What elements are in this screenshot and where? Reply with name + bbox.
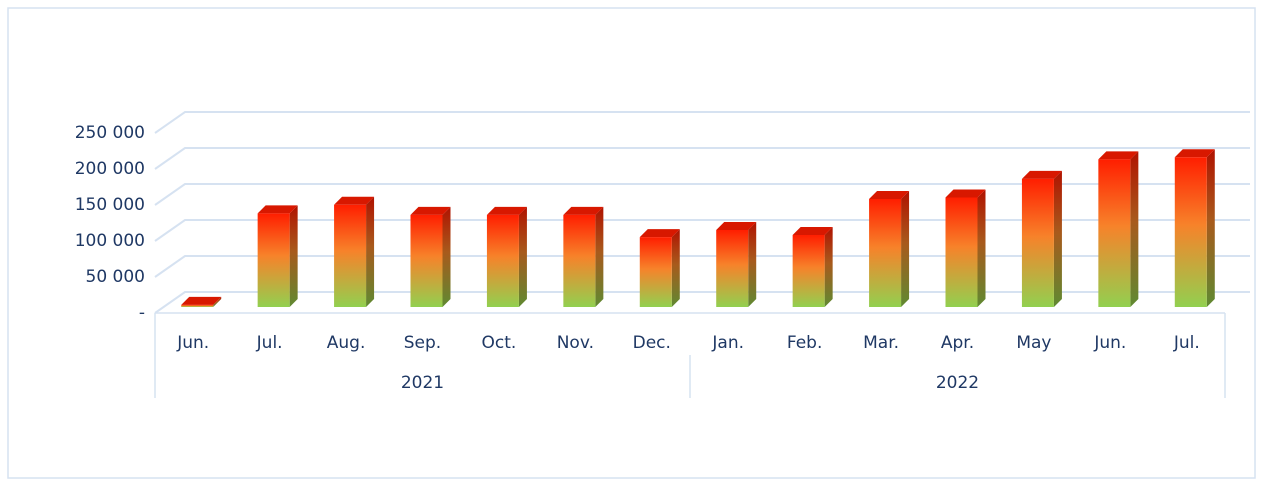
- x-tick-label: Feb.: [787, 333, 823, 353]
- bar-front: [1098, 159, 1131, 307]
- group-label: 2022: [936, 373, 979, 393]
- bar-top: [410, 206, 451, 215]
- bar-front: [410, 214, 443, 307]
- bar-front: [945, 197, 978, 307]
- bar-top: [869, 191, 910, 199]
- grid-line: [154, 255, 1250, 278]
- bar-front: [1174, 157, 1207, 307]
- grid-line: [154, 147, 1250, 170]
- bar-top: [1098, 151, 1139, 160]
- bar-top: [716, 221, 757, 230]
- bar: [257, 205, 298, 307]
- y-tick-label: 100 000: [75, 231, 145, 251]
- grid-line: [154, 183, 1250, 206]
- bar-front: [563, 214, 596, 307]
- bar-front: [1021, 178, 1054, 307]
- bar: [869, 191, 910, 307]
- bar-top: [945, 189, 986, 198]
- x-tick-label: Jul.: [256, 333, 283, 353]
- bar-top: [257, 205, 298, 214]
- bar: [716, 221, 757, 307]
- x-tick-label: Jul.: [1173, 333, 1200, 353]
- bar-side: [289, 205, 298, 307]
- y-tick-label: -: [139, 303, 145, 323]
- bar-front: [334, 204, 367, 307]
- bar-side: [1130, 151, 1139, 307]
- x-tick-label: Oct.: [482, 333, 517, 353]
- grid-line: [154, 219, 1250, 242]
- bar-side: [824, 227, 833, 307]
- x-tick-label: Aug.: [327, 333, 366, 353]
- y-tick-label: 200 000: [75, 159, 145, 179]
- bar-side: [366, 196, 375, 307]
- x-tick-label: Nov.: [557, 333, 594, 353]
- bar-front: [257, 213, 290, 307]
- y-tick-label: 250 000: [75, 123, 145, 143]
- bar-front: [869, 199, 902, 307]
- bar-top: [639, 229, 680, 238]
- bar-front: [486, 214, 519, 307]
- x-tick-label: May: [1016, 333, 1051, 353]
- bar: [1174, 149, 1215, 307]
- bar: [486, 206, 527, 307]
- bar-top: [486, 206, 527, 215]
- x-tick-label: Apr.: [941, 333, 974, 353]
- grid-line: [154, 111, 1250, 134]
- bar-side: [213, 296, 222, 307]
- bar-side: [442, 206, 451, 307]
- bar-side: [518, 206, 527, 307]
- bar: [334, 196, 375, 307]
- bar: [181, 296, 222, 307]
- bar-front: [716, 229, 749, 307]
- bar: [945, 189, 986, 307]
- bar: [639, 229, 680, 307]
- x-tick-label: Jan.: [711, 333, 744, 353]
- x-tick-label: Jun.: [1093, 333, 1126, 353]
- bar-side: [977, 189, 986, 307]
- bar-top: [1021, 170, 1062, 179]
- chart-border: [7, 7, 1256, 479]
- bar-top: [563, 206, 604, 215]
- bar-side: [671, 229, 680, 307]
- y-tick-label: 150 000: [75, 195, 145, 215]
- bar: [1021, 170, 1062, 307]
- bar-top: [1174, 149, 1215, 158]
- bar-side: [748, 221, 757, 307]
- bar-top: [334, 196, 375, 205]
- x-tick-label: Jun.: [176, 333, 209, 353]
- bar-front: [792, 235, 825, 307]
- bar-side: [901, 191, 910, 307]
- bar-side: [595, 206, 604, 307]
- bar-front: [181, 304, 214, 307]
- bar-side: [1053, 170, 1062, 307]
- bar-top: [792, 227, 833, 235]
- grid-line: [154, 291, 1250, 314]
- x-tick-label: Sep.: [404, 333, 441, 353]
- bar-front: [639, 237, 672, 307]
- x-tick-label: Dec.: [633, 333, 671, 353]
- bar: [792, 227, 833, 307]
- y-tick-label: 50 000: [86, 267, 145, 287]
- group-label: 2021: [401, 373, 444, 393]
- bar: [410, 206, 451, 307]
- bar-side: [1206, 149, 1215, 307]
- bar-top: [181, 296, 222, 305]
- bar: [1098, 151, 1139, 307]
- bar: [563, 206, 604, 307]
- x-tick-label: Mar.: [863, 333, 899, 353]
